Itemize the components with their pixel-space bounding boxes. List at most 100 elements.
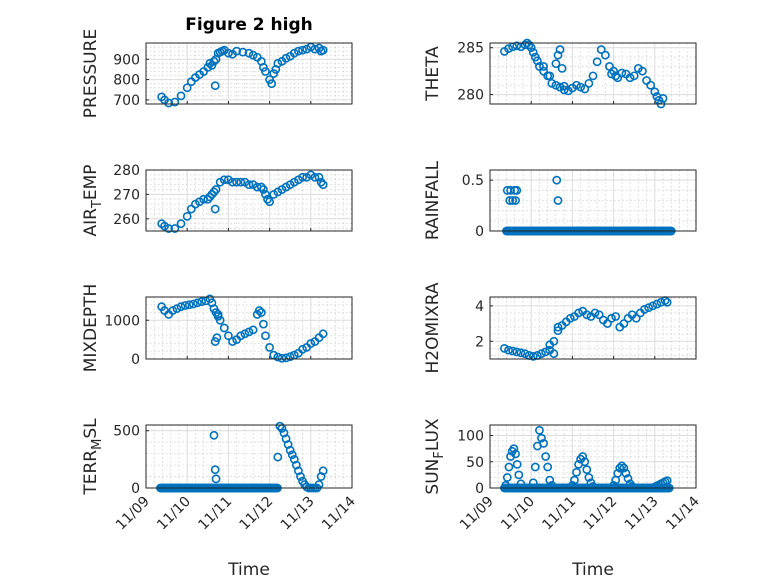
- data-point: [289, 454, 299, 464]
- data-point: [306, 339, 316, 348]
- y-tick-label: 0: [131, 352, 140, 368]
- data-point: [318, 466, 328, 476]
- data-point: [170, 224, 180, 233]
- data-point: [261, 189, 270, 199]
- data-point: [541, 347, 551, 357]
- data-point: [504, 345, 513, 355]
- data-point: [310, 172, 320, 182]
- axes-box: [489, 296, 697, 360]
- y-tick-label: 800: [113, 73, 140, 89]
- y-tick-label: 270: [113, 187, 140, 203]
- data-point: [248, 50, 258, 60]
- data-point: [244, 327, 254, 337]
- axes-box: [489, 169, 697, 232]
- x-tick-label: 11/13: [278, 494, 318, 534]
- data-point: [640, 304, 649, 314]
- data-point: [263, 194, 272, 204]
- y-axis-label: SUNFLUX: [423, 418, 447, 495]
- data-point: [314, 172, 324, 182]
- subplot-air-temp: 260 270 280 AIRTEMP: [81, 163, 353, 237]
- data-point: [629, 71, 639, 81]
- axes-frame: [489, 42, 697, 105]
- axes-frame: [145, 424, 353, 489]
- data-point: [623, 474, 633, 483]
- data-point: [248, 325, 258, 335]
- data-point: [188, 299, 198, 309]
- subplot-terr-msl: 0 500 TERRMSL 11/09 11/10 11/11 11/12 11/13 11/1…: [81, 418, 359, 580]
- data-point: [528, 478, 538, 488]
- data-point: [259, 185, 268, 194]
- data-point: [535, 425, 544, 435]
- data-point: [539, 62, 548, 71]
- data-point: [508, 346, 518, 356]
- data-point: [588, 71, 598, 81]
- data-point: [619, 319, 629, 328]
- data-point: [545, 71, 555, 81]
- data-point: [244, 48, 254, 58]
- y-tick-label: 900: [113, 52, 140, 68]
- data-point: [259, 319, 268, 329]
- data-point: [582, 310, 592, 320]
- data-point: [223, 48, 233, 58]
- subplot-pressure: 700 800 900 PRESSURE Figure 2 high: [81, 15, 353, 118]
- data-point: [500, 343, 509, 353]
- data-point: [615, 463, 625, 473]
- data-point: [176, 219, 186, 229]
- y-tick-label: 280: [457, 88, 484, 104]
- data-point: [512, 185, 522, 195]
- data-point: [170, 97, 180, 107]
- subplot-rainfall: 0 0.5 RAINFALL: [423, 160, 697, 240]
- data-point: [275, 421, 285, 431]
- data-point: [572, 80, 581, 90]
- data-point: [557, 63, 567, 73]
- data-point: [638, 66, 647, 76]
- data-point: [652, 299, 662, 309]
- data-point: [318, 329, 328, 339]
- data-point: [549, 349, 559, 359]
- data-point: [528, 47, 538, 57]
- data-point: [512, 41, 522, 51]
- x-tick-label: 11/12: [237, 494, 277, 534]
- x-tick-label: 11/12: [581, 494, 621, 534]
- data-point: [210, 465, 220, 475]
- y-tick-label: 50: [466, 455, 484, 471]
- y-axis-label: MIXDEPTH: [81, 284, 101, 373]
- data-point: [238, 47, 248, 57]
- y-tick-label: 500: [113, 424, 140, 440]
- y-tick-label: 700: [113, 93, 140, 109]
- x-tick-label: 11/14: [319, 493, 359, 533]
- data-point: [578, 452, 588, 461]
- axes-frame: [145, 42, 353, 105]
- data-point: [176, 91, 186, 101]
- data-point: [318, 180, 328, 190]
- data-point: [232, 46, 242, 56]
- data-point: [291, 460, 301, 470]
- x-tick-label: 11/09: [113, 494, 153, 534]
- axes-frame: [489, 169, 697, 232]
- x-tick-label: 11/11: [195, 494, 235, 534]
- data-point: [298, 344, 307, 354]
- data-point: [298, 172, 307, 182]
- y-axis-label: RAINFALL: [423, 160, 443, 240]
- data-point: [164, 224, 174, 233]
- data-point: [580, 457, 590, 467]
- data-point: [213, 310, 223, 319]
- data-point: [223, 331, 233, 341]
- y-tick-label: 4: [475, 299, 484, 315]
- data-point: [244, 180, 254, 190]
- data-point: [603, 319, 612, 328]
- data-point: [273, 58, 283, 68]
- data-point: [296, 472, 305, 481]
- data-point: [613, 468, 623, 478]
- data-point: [648, 301, 658, 311]
- y-tick-label: 0: [475, 224, 484, 240]
- data-point: [559, 81, 569, 91]
- data-point: [553, 322, 563, 332]
- data-point: [539, 438, 548, 448]
- data-point: [256, 182, 266, 192]
- data-point: [176, 302, 186, 312]
- data-point: [184, 300, 194, 310]
- data-point: [294, 46, 303, 56]
- y-axis-label: AIRTEMP: [81, 164, 105, 236]
